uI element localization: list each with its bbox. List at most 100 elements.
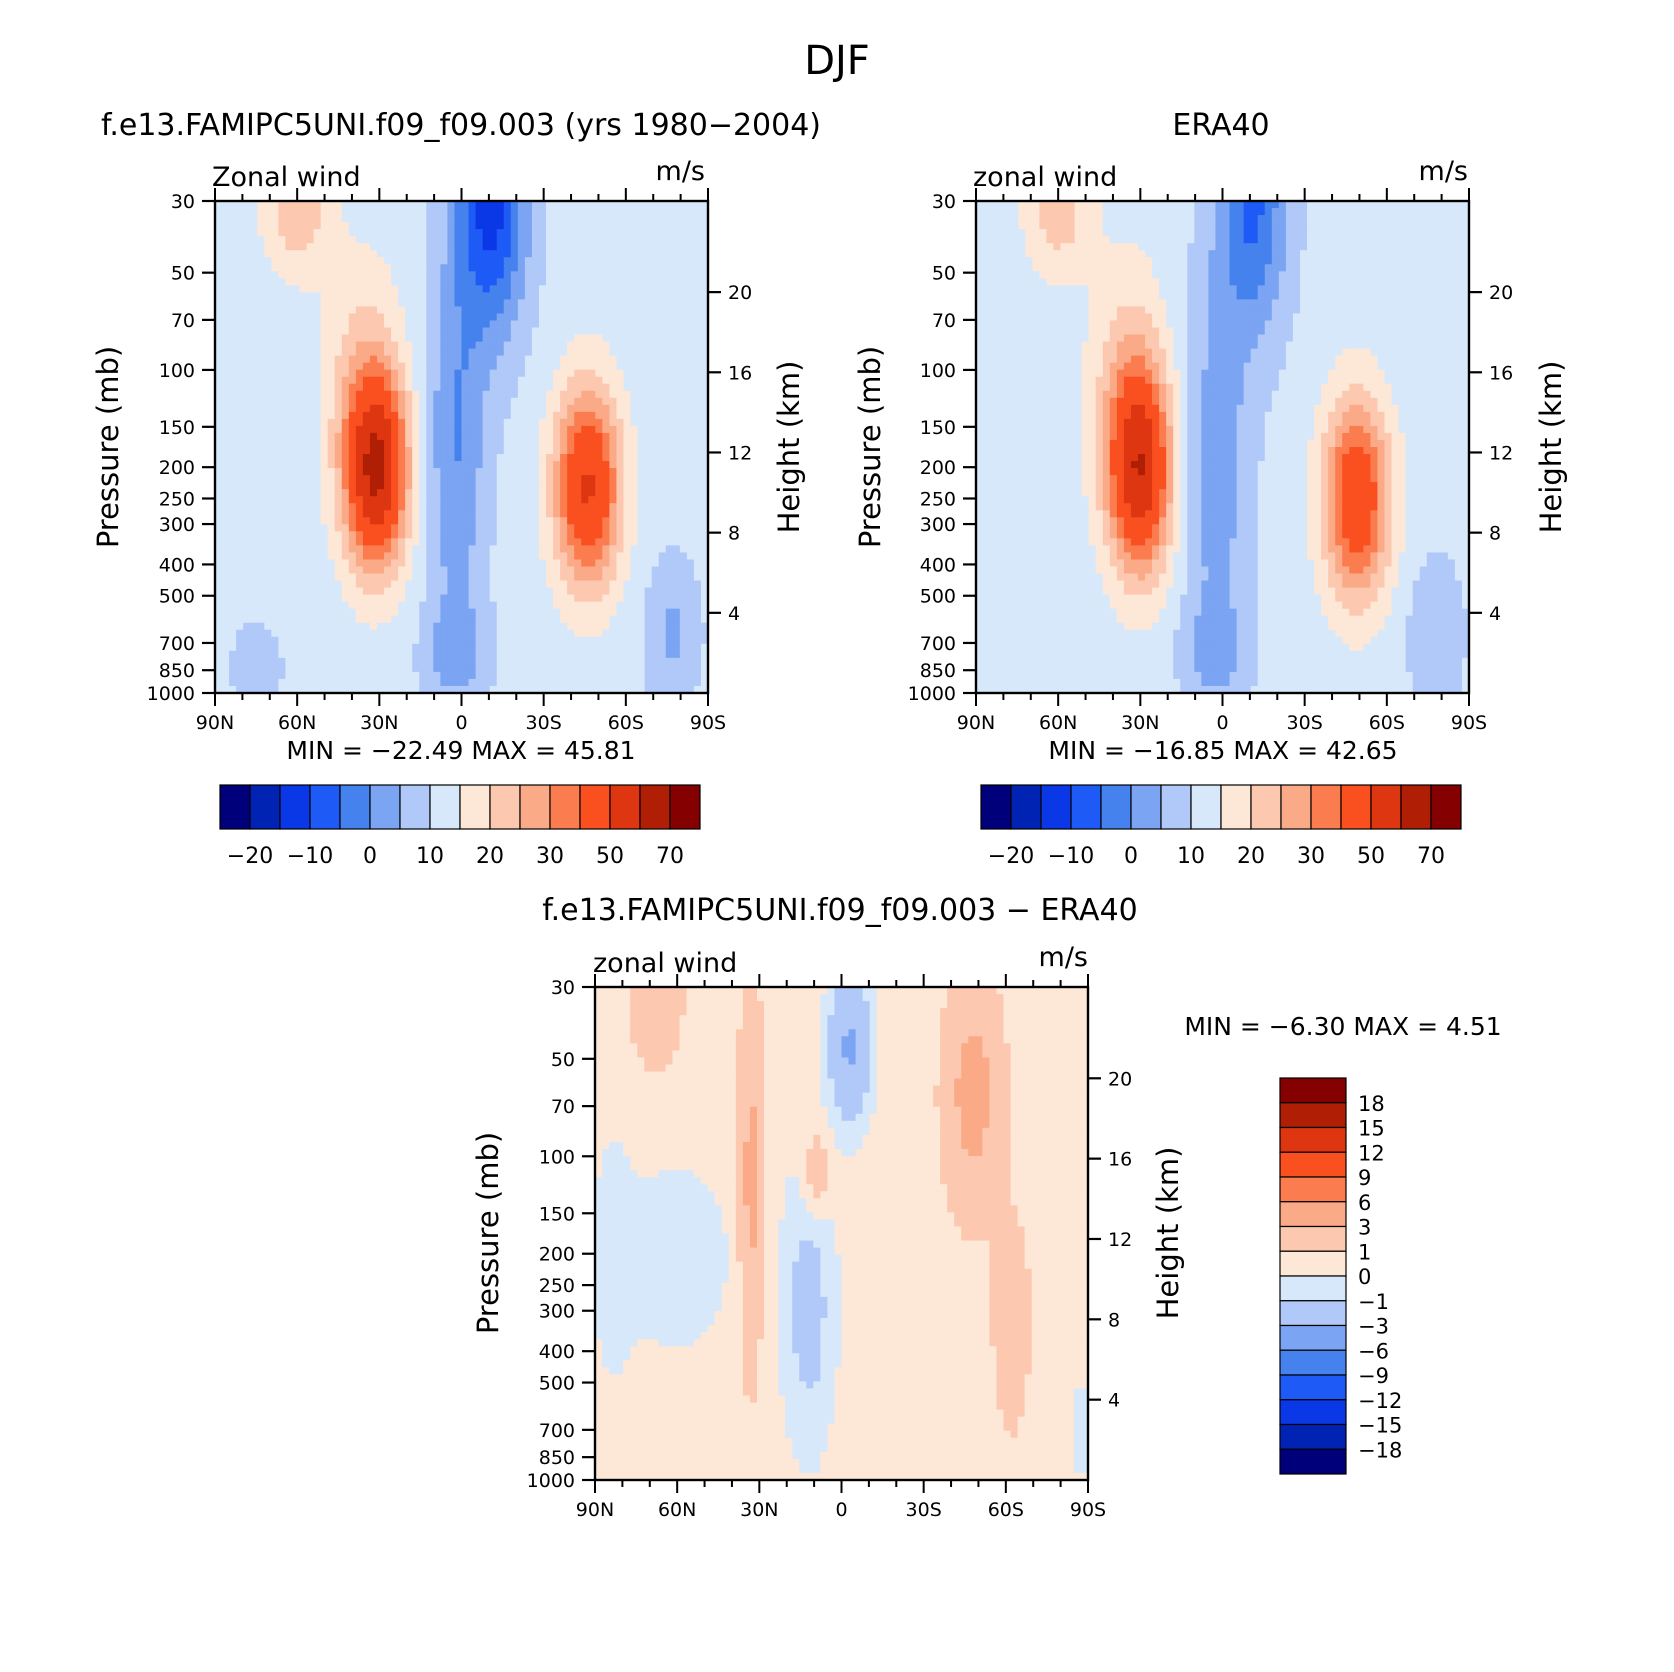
contour-cell bbox=[637, 222, 646, 230]
contour-cell bbox=[602, 201, 610, 209]
contour-cell bbox=[616, 482, 625, 490]
contour-cell bbox=[292, 348, 301, 357]
contour-cell bbox=[700, 313, 709, 322]
contour-cell bbox=[553, 510, 561, 518]
contour-cell bbox=[482, 222, 491, 230]
contour-cell bbox=[560, 264, 568, 272]
contour-cell bbox=[531, 397, 540, 406]
contour-cell bbox=[313, 348, 322, 357]
contour-cell bbox=[581, 229, 589, 237]
contour-cell bbox=[693, 615, 702, 624]
contour-cell bbox=[658, 524, 667, 532]
contour-cell bbox=[616, 313, 625, 322]
contour-cell bbox=[250, 636, 258, 645]
contour-cell bbox=[623, 425, 632, 434]
contour-cell bbox=[574, 496, 582, 504]
contour-cell bbox=[637, 468, 646, 476]
contour-cell bbox=[679, 657, 688, 666]
contour-cell bbox=[447, 608, 456, 617]
contour-cell bbox=[285, 566, 294, 575]
contour-cell bbox=[468, 587, 477, 596]
contour-cell bbox=[264, 643, 272, 652]
contour-cell bbox=[595, 404, 603, 413]
contour-cell bbox=[355, 580, 364, 589]
contour-cell bbox=[222, 411, 230, 420]
contour-cell bbox=[461, 404, 470, 413]
contour-cell bbox=[285, 594, 294, 603]
contour-cell bbox=[686, 594, 695, 603]
contour-cell bbox=[531, 468, 540, 476]
contour-cell bbox=[271, 285, 279, 293]
contour-cell bbox=[405, 341, 413, 350]
contour-cell bbox=[665, 524, 674, 532]
contour-cell bbox=[510, 489, 519, 497]
contour-cell bbox=[560, 482, 568, 490]
contour-cell bbox=[665, 587, 674, 596]
contour-cell bbox=[391, 348, 399, 357]
contour-cell bbox=[482, 355, 491, 364]
contour-cell bbox=[517, 468, 526, 476]
contour-cell bbox=[419, 236, 427, 244]
contour-cell bbox=[665, 334, 674, 343]
contour-cell bbox=[595, 524, 603, 532]
contour-cell bbox=[538, 461, 547, 469]
contour-cell bbox=[320, 320, 329, 329]
contour-cell bbox=[517, 615, 526, 624]
contour-cell bbox=[546, 390, 554, 399]
contour-cell bbox=[236, 545, 244, 554]
contour-cell bbox=[651, 411, 660, 420]
contour-cell bbox=[644, 685, 653, 694]
contour-cell bbox=[461, 229, 470, 237]
contour-cell bbox=[496, 629, 505, 638]
contour-cell bbox=[243, 299, 251, 308]
contour-cell bbox=[292, 650, 301, 659]
contour-cell bbox=[482, 531, 491, 539]
contour-cell bbox=[384, 622, 392, 631]
contour-cell bbox=[489, 292, 498, 300]
contour-cell bbox=[355, 264, 364, 272]
contour-cell bbox=[264, 510, 272, 518]
contour-cell bbox=[391, 608, 399, 617]
contour-cell bbox=[236, 306, 244, 315]
contour-cell bbox=[257, 685, 265, 694]
contour-cell bbox=[665, 397, 674, 406]
contour-cell bbox=[440, 285, 449, 293]
contour-cell bbox=[496, 390, 505, 399]
contour-cell bbox=[560, 257, 568, 265]
contour-cell bbox=[679, 257, 688, 265]
contour-cell bbox=[341, 615, 350, 624]
contour-cell bbox=[602, 629, 610, 638]
contour-cell bbox=[651, 580, 660, 589]
contour-cell bbox=[369, 629, 378, 638]
contour-cell bbox=[384, 671, 392, 680]
contour-cell bbox=[419, 629, 427, 638]
contour-cell bbox=[369, 250, 378, 258]
contour-cell bbox=[546, 369, 554, 378]
contour-cell bbox=[665, 482, 674, 490]
contour-cell bbox=[222, 215, 230, 223]
contour-cell bbox=[567, 348, 575, 357]
contour-cell bbox=[524, 650, 533, 659]
contour-cell bbox=[229, 615, 237, 624]
contour-cell bbox=[686, 545, 695, 554]
contour-cell bbox=[581, 517, 589, 525]
contour-cell bbox=[700, 201, 709, 209]
contour-cell bbox=[257, 538, 265, 546]
contour-cell bbox=[644, 201, 653, 209]
contour-cell bbox=[616, 285, 625, 293]
contour-cell bbox=[398, 285, 406, 293]
contour-cell bbox=[538, 299, 547, 308]
contour-cell bbox=[215, 664, 223, 673]
contour-cell bbox=[686, 411, 695, 420]
contour-cell bbox=[454, 601, 463, 610]
contour-cell bbox=[348, 664, 357, 673]
contour-cell bbox=[243, 482, 251, 490]
contour-cell bbox=[581, 615, 589, 624]
contour-cell bbox=[630, 657, 639, 666]
contour-cell bbox=[644, 615, 653, 624]
contour-cell bbox=[341, 334, 350, 343]
contour-cell bbox=[278, 685, 287, 694]
contour-cell bbox=[222, 643, 230, 652]
contour-cell bbox=[419, 208, 427, 216]
contour-cell bbox=[595, 615, 603, 624]
